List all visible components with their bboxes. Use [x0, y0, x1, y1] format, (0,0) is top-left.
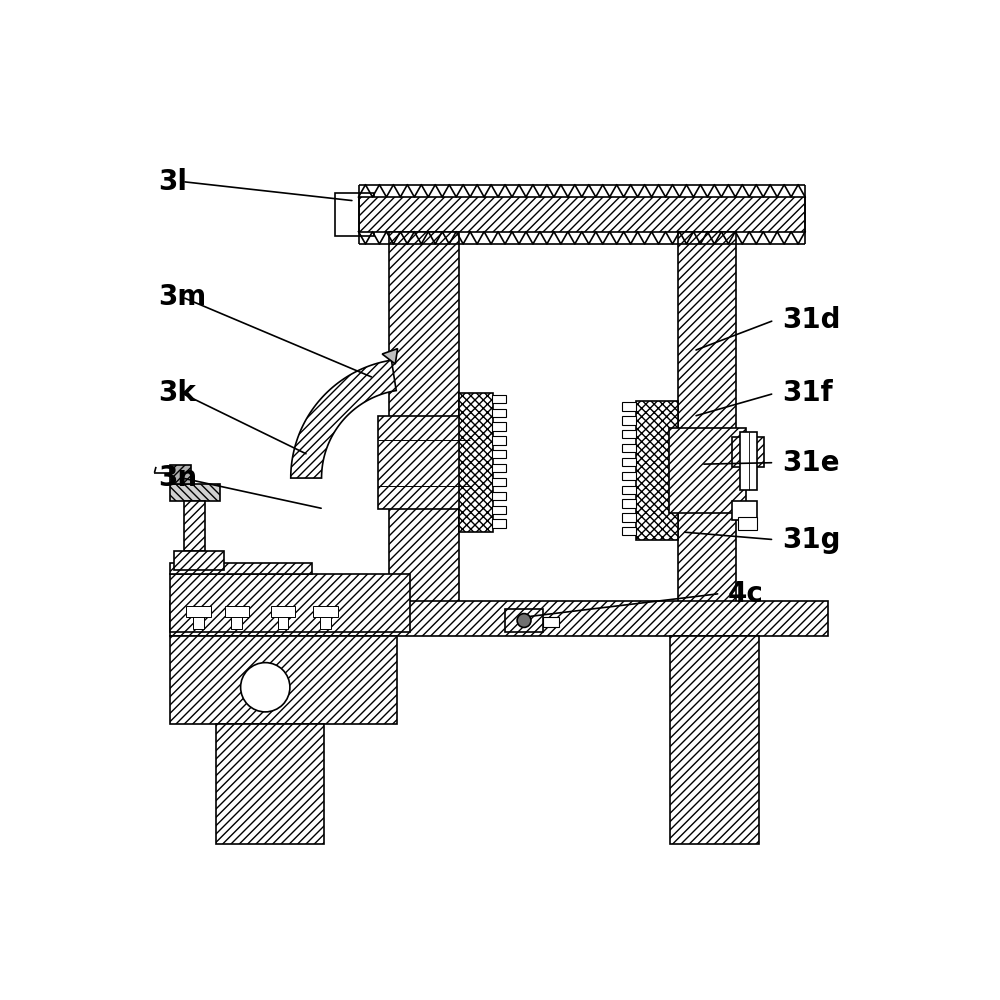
- Bar: [170, 484, 220, 501]
- Text: 31d: 31d: [782, 306, 840, 334]
- Bar: [313, 606, 338, 617]
- Text: 31e: 31e: [782, 449, 840, 477]
- Bar: [216, 724, 324, 844]
- Bar: [389, 232, 459, 624]
- Bar: [732, 437, 764, 466]
- Bar: [184, 501, 205, 551]
- Bar: [358, 197, 805, 232]
- Bar: [732, 501, 757, 520]
- Bar: [492, 464, 506, 472]
- Bar: [335, 193, 374, 235]
- Bar: [278, 608, 288, 629]
- Text: 31f: 31f: [782, 379, 833, 407]
- Bar: [492, 492, 506, 500]
- Bar: [492, 450, 506, 458]
- Bar: [170, 601, 828, 636]
- Bar: [622, 486, 636, 494]
- Bar: [622, 527, 636, 535]
- Bar: [492, 422, 506, 431]
- Circle shape: [517, 614, 531, 627]
- Bar: [740, 432, 757, 490]
- Bar: [492, 436, 506, 445]
- Bar: [622, 416, 636, 425]
- Text: 31g: 31g: [782, 526, 840, 554]
- Text: 3n: 3n: [158, 464, 197, 492]
- Bar: [271, 606, 295, 617]
- Bar: [492, 409, 506, 417]
- Bar: [669, 428, 746, 513]
- Bar: [492, 506, 506, 514]
- Bar: [320, 608, 331, 629]
- Bar: [543, 617, 559, 627]
- Bar: [636, 401, 678, 540]
- Text: 3l: 3l: [158, 168, 187, 196]
- Bar: [174, 551, 224, 570]
- Text: 3m: 3m: [158, 283, 207, 311]
- Bar: [170, 465, 191, 484]
- Bar: [622, 444, 636, 452]
- Bar: [193, 608, 204, 629]
- Bar: [622, 402, 636, 411]
- Bar: [738, 517, 757, 530]
- Bar: [670, 636, 759, 844]
- Bar: [622, 458, 636, 466]
- Bar: [492, 478, 506, 486]
- Bar: [492, 395, 506, 403]
- Bar: [505, 609, 543, 632]
- Text: 4c: 4c: [728, 580, 764, 608]
- Bar: [231, 608, 242, 629]
- Bar: [378, 416, 470, 509]
- Bar: [186, 606, 211, 617]
- Bar: [678, 232, 736, 624]
- Polygon shape: [291, 360, 396, 478]
- Bar: [170, 563, 312, 574]
- Polygon shape: [382, 349, 398, 364]
- Bar: [170, 636, 397, 724]
- Bar: [622, 513, 636, 522]
- Bar: [622, 472, 636, 480]
- Circle shape: [241, 663, 290, 712]
- Bar: [170, 574, 410, 632]
- Bar: [459, 393, 493, 532]
- Bar: [225, 606, 249, 617]
- Bar: [622, 499, 636, 508]
- Bar: [492, 519, 506, 528]
- Text: 3k: 3k: [158, 379, 196, 407]
- Bar: [622, 430, 636, 438]
